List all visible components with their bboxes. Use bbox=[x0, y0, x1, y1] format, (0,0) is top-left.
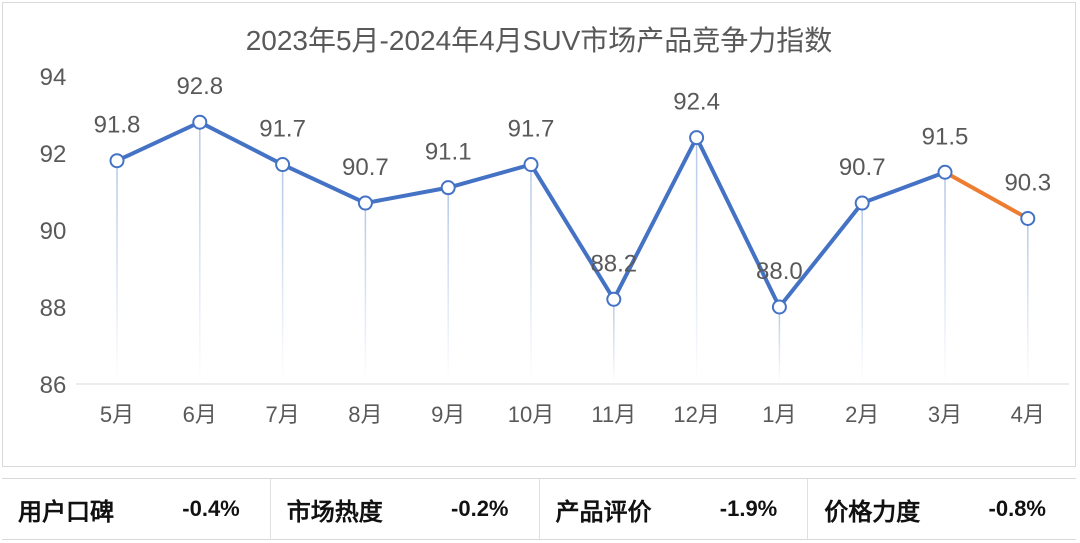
data-label: 91.8 bbox=[94, 112, 141, 139]
x-tick-label: 4月 bbox=[1011, 402, 1045, 427]
y-tick-label: 90 bbox=[40, 218, 67, 245]
data-point bbox=[606, 291, 622, 307]
chart-container: 2023年5月-2024年4月SUV市场产品竞争力指数 86 88 90 92 94 5月… bbox=[2, 2, 1076, 467]
drop-line bbox=[447, 187, 449, 384]
data-point bbox=[937, 164, 953, 180]
drop-line bbox=[530, 164, 532, 384]
data-point bbox=[275, 157, 291, 173]
y-tick-label: 94 bbox=[40, 64, 67, 91]
y-tick-label: 86 bbox=[40, 372, 67, 399]
metrics-table: 用户口碑 -0.4% 市场热度 -0.2% 产品评价 -1.9% 价格力度 -0.8% bbox=[2, 478, 1076, 540]
data-label: 88.0 bbox=[756, 258, 803, 285]
metric-cell: 价格力度 -0.8% bbox=[807, 479, 1076, 539]
data-label: 91.1 bbox=[425, 139, 472, 166]
data-label: 90.7 bbox=[839, 154, 886, 181]
data-point bbox=[523, 157, 539, 173]
data-label: 90.7 bbox=[342, 154, 389, 181]
data-label: 90.3 bbox=[1004, 169, 1051, 196]
last-segment-line bbox=[944, 170, 1029, 221]
data-point bbox=[192, 114, 208, 130]
metric-cell: 市场热度 -0.2% bbox=[269, 479, 539, 539]
metric-cell: 产品评价 -1.9% bbox=[538, 479, 808, 539]
data-point bbox=[357, 195, 373, 211]
x-tick-label: 7月 bbox=[265, 402, 299, 427]
x-tick-label: 11月 bbox=[591, 402, 636, 427]
data-point bbox=[771, 299, 787, 315]
data-label: 92.8 bbox=[176, 73, 223, 100]
drop-line bbox=[613, 299, 615, 384]
metric-value: -0.8% bbox=[988, 496, 1046, 521]
data-label: 91.5 bbox=[922, 123, 969, 150]
data-point bbox=[854, 195, 870, 211]
drop-line bbox=[364, 203, 367, 384]
data-label: 91.7 bbox=[259, 116, 306, 143]
drop-line bbox=[281, 164, 284, 384]
metric-label: 用户口碑 bbox=[18, 498, 114, 526]
line-chart: 2023年5月-2024年4月SUV市场产品竞争力指数 86 88 90 92 94 5月… bbox=[40, 25, 1069, 427]
chart-title: 2023年5月-2024年4月SUV市场产品竞争力指数 bbox=[246, 25, 833, 56]
y-tick-label: 92 bbox=[40, 141, 67, 168]
x-tick-label: 8月 bbox=[348, 402, 382, 427]
drop-line bbox=[944, 172, 946, 384]
drop-line bbox=[1027, 218, 1029, 384]
x-tick-label: 10月 bbox=[508, 402, 554, 427]
metric-value: -0.4% bbox=[182, 496, 240, 521]
data-point bbox=[109, 153, 125, 169]
data-label: 91.7 bbox=[508, 116, 555, 143]
x-tick-label: 3月 bbox=[928, 402, 962, 427]
drop-line bbox=[199, 122, 201, 384]
drop-line bbox=[778, 307, 781, 384]
metric-label: 产品评价 bbox=[555, 498, 652, 526]
data-point bbox=[440, 180, 456, 196]
metric-label: 市场热度 bbox=[286, 498, 383, 526]
data-point bbox=[689, 130, 705, 146]
x-tick-label: 2月 bbox=[845, 402, 879, 427]
drop-line bbox=[695, 137, 698, 384]
x-tick-label: 12月 bbox=[673, 402, 719, 427]
drop-line bbox=[861, 203, 863, 384]
metric-label: 价格力度 bbox=[824, 498, 921, 526]
metric-value: -1.9% bbox=[719, 496, 778, 521]
x-tick-label: 6月 bbox=[183, 402, 217, 427]
x-tick-label: 1月 bbox=[762, 402, 796, 427]
y-tick-label: 88 bbox=[40, 295, 67, 322]
metric-cell: 用户口碑 -0.4% bbox=[2, 479, 270, 539]
metric-value: -0.2% bbox=[451, 496, 509, 521]
data-label: 92.4 bbox=[673, 89, 720, 116]
data-point bbox=[1020, 210, 1036, 226]
x-tick-label: 5月 bbox=[100, 402, 134, 427]
x-tick-label: 9月 bbox=[431, 402, 465, 427]
data-label: 88.2 bbox=[590, 250, 637, 277]
drop-line bbox=[116, 160, 118, 384]
